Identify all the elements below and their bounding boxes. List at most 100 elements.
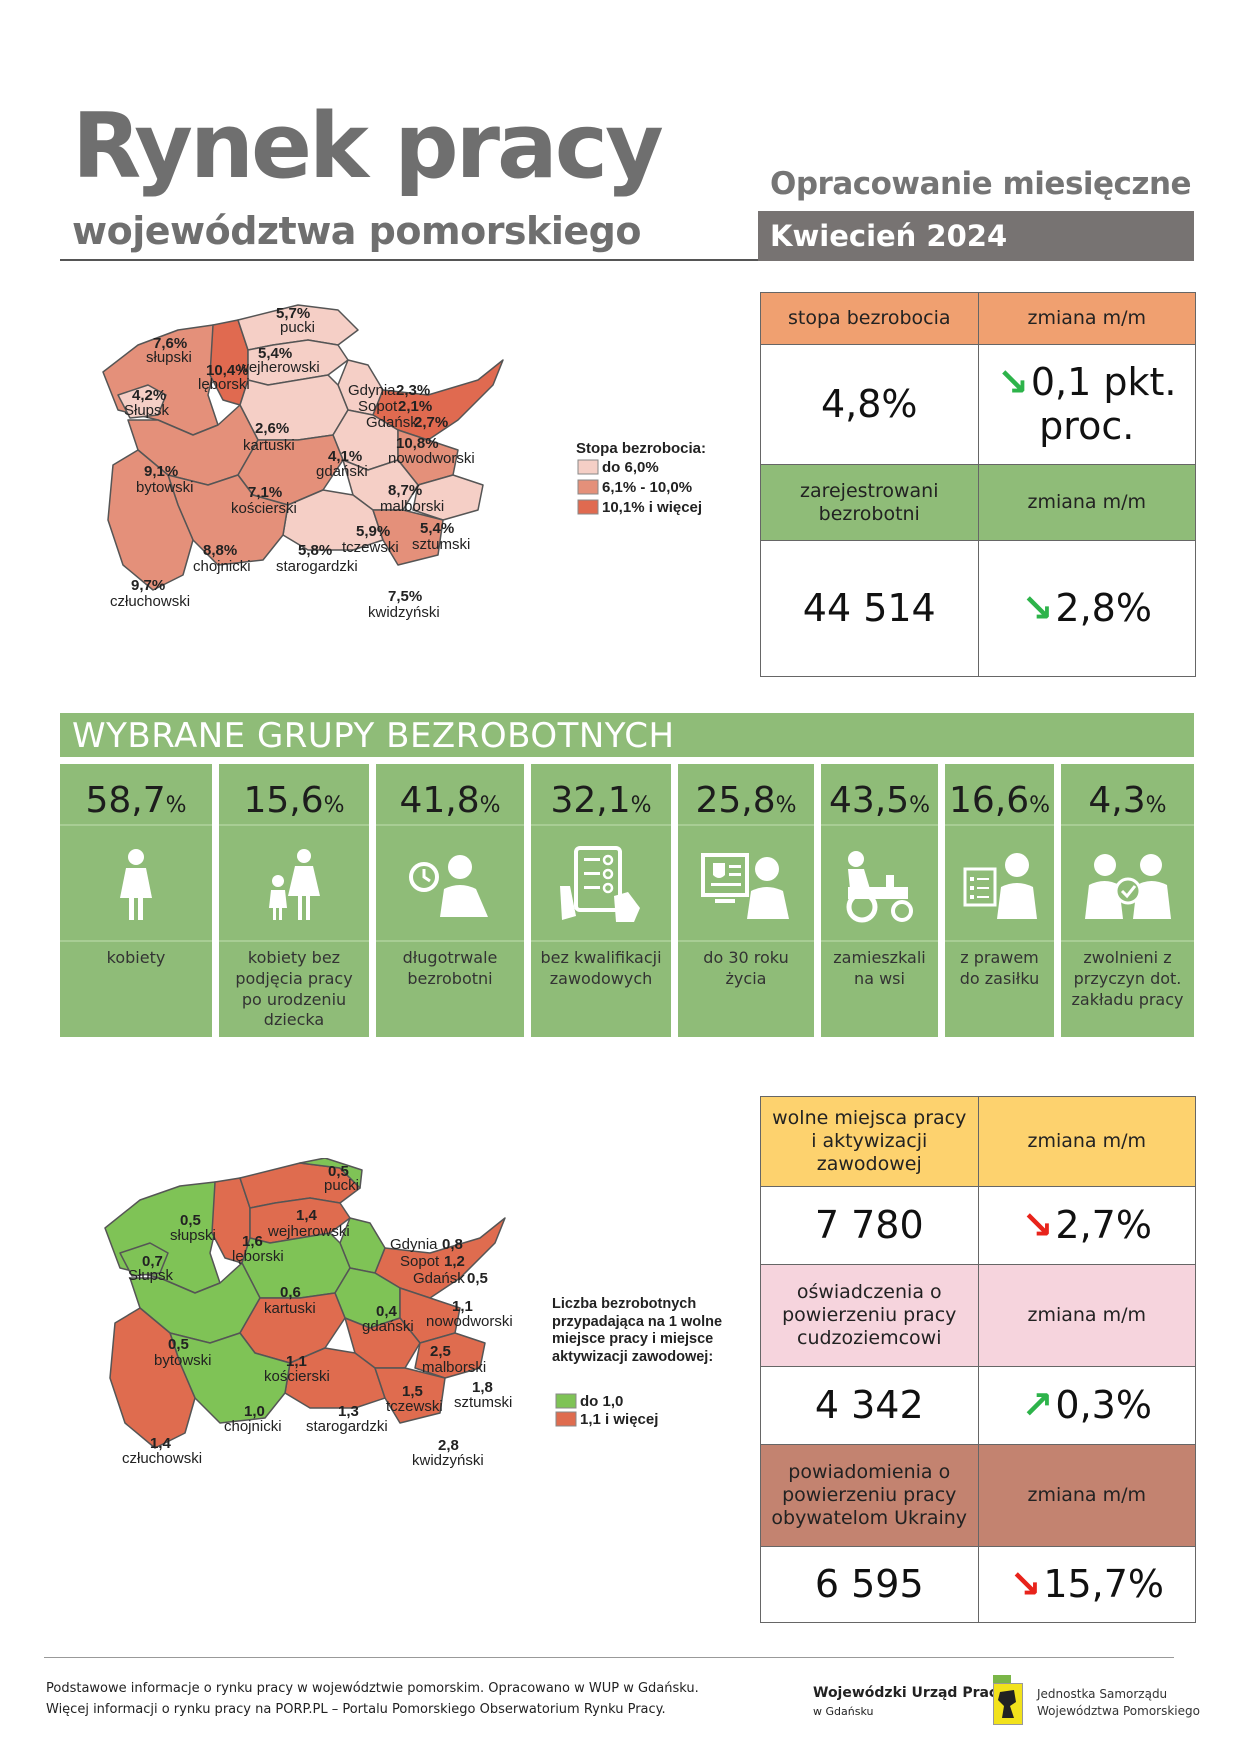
map2-tczewski-label: tczewski (386, 1398, 443, 1415)
group-label: bez kwalifikacji zawodowych (540, 948, 662, 988)
map1-pucki-value: 5,7% (276, 305, 310, 322)
map2-gdynia-value: 0,8 (442, 1236, 463, 1253)
registered-change-value: 2,8% (1055, 585, 1152, 630)
map2-czluchowski-value: 1,4 (150, 1435, 172, 1452)
map2-kwidzynski-value: 2,8 (438, 1437, 459, 1454)
vacancies-value: 7 780 (760, 1186, 979, 1265)
map2-slupsk-label: Słupsk (128, 1267, 174, 1284)
registered-change-header: zmiana m/m (977, 464, 1196, 541)
footer-info: Podstawowe informacje o rynku pracy w wo… (46, 1679, 699, 1721)
map2-starogardzki-label: starogardzki (306, 1418, 388, 1435)
group-card-dismissed: 4,3% zwolnieni z przyczyn dot. zakładu p… (1061, 764, 1194, 1037)
map1-bytowski-value: 9,1% (144, 463, 178, 480)
map1-sztumski-value: 5,4% (420, 520, 454, 537)
registered-change: ↘2,8% (977, 540, 1196, 677)
map1-nowodworski-label: nowodworski (388, 450, 475, 467)
declarations-header: oświadczenia o powierzeniu pracy cudzozi… (760, 1264, 979, 1367)
group-card-rural: 43,5% zamieszkali na wsi (821, 764, 938, 1037)
mother-child-icon (219, 838, 369, 934)
unemployment-rate-header: stopa bezrobocia (760, 292, 979, 345)
unemployment-table: stopa bezrobocia zmiana m/m 4,8% ↘0,1 pk… (760, 292, 1196, 677)
map2-bytowski-value: 0,5 (168, 1336, 189, 1353)
map2-sopot-label: Sopot (400, 1253, 440, 1270)
footer-line-1: Podstawowe informacje o rynku pracy w wo… (46, 1681, 699, 1696)
group-label: do 30 roku życia (703, 948, 789, 988)
group-label: z prawem do zasiłku (959, 948, 1040, 988)
map2-tczewski-value: 1,5 (402, 1383, 423, 1400)
map2-slupsk-value: 0,7 (142, 1253, 163, 1270)
vacancies-ratio-map: 0,5 pucki 1,4 wejherowski 0,5 słupski 1,… (104, 1158, 723, 1469)
map1-legend-item-2: 6,1% - 10,0% (602, 479, 692, 496)
dismissal-icon (1061, 838, 1194, 934)
jsw-logo: Jednostka Samorządu Województwa Pomorski… (1037, 1686, 1200, 1721)
map2-kartuski-value: 0,6 (280, 1284, 301, 1301)
map1-legend-item-3: 10,1% i więcej (602, 499, 702, 516)
report-type: Opracowanie miesięczne (770, 166, 1192, 202)
map2-sopot-value: 1,2 (444, 1253, 465, 1270)
map2-malborski-label: malborski (422, 1359, 486, 1376)
map2-starogardzki-value: 1,3 (338, 1403, 359, 1420)
map2-nowodworski-value: 1,1 (452, 1298, 473, 1315)
declarations-value: 4 342 (760, 1366, 979, 1445)
region-slupsk (119, 1242, 169, 1277)
region-sztumski (412, 474, 484, 521)
map2-bytowski-label: bytowski (154, 1352, 212, 1369)
checklist-hand-icon (531, 838, 671, 934)
map1-legend-title: Stopa bezrobocia: (576, 440, 706, 457)
region-sztumski (414, 1332, 486, 1379)
map1-chojnicki-label: chojnicki (193, 558, 251, 575)
page-title: Rynek pracy (72, 94, 664, 199)
unemployment-rate-map: 5,7% pucki 5,4% wejherowski 7,6% słupski… (102, 304, 706, 621)
notifications-value: 6 595 (760, 1546, 979, 1623)
map1-slupski-label: słupski (146, 349, 192, 366)
map2-nowodworski-label: nowodworski (426, 1313, 513, 1330)
map1-czluchowski-value: 9,7% (131, 577, 165, 594)
griffin-crest-icon (993, 1683, 1023, 1725)
map2-legend-title: Liczba bezrobotnych przypadająca na 1 wo… (552, 1296, 723, 1366)
map2-gdanski-value: 0,4 (376, 1303, 398, 1320)
map2-gdanski-label: gdański (362, 1318, 414, 1335)
map1-slupski-value: 7,6% (153, 335, 187, 352)
map1-gdynia-label: Gdynia (348, 382, 396, 399)
group-card-benefit: 16,6% z prawem do zasiłku (945, 764, 1054, 1037)
declarations-change: ↗0,3% (977, 1366, 1196, 1445)
unemployment-rate-change-header: zmiana m/m (977, 292, 1196, 345)
crest-flag-icon (993, 1675, 1011, 1683)
map1-wejherowski-value: 5,4% (258, 345, 292, 362)
map2-gdansk-label: Gdańsk (413, 1270, 465, 1287)
wup-logo: Wojewódzki Urząd Pracy w Gdańsku (813, 1684, 1006, 1720)
map2-slupski-label: słupski (170, 1227, 216, 1244)
clock-person-icon (376, 838, 524, 934)
map1-gdanski-label: gdański (316, 463, 368, 480)
group-value: 32,1% (550, 780, 652, 821)
map1-sztumski-label: sztumski (412, 536, 470, 553)
declarations-change-value: 0,3% (1055, 1382, 1152, 1427)
group-value: 4,3% (1088, 780, 1167, 821)
group-card-under-30: 25,8% do 30 roku życia (678, 764, 814, 1037)
vacancies-change-value: 2,7% (1055, 1202, 1152, 1247)
group-label: kobiety (106, 948, 166, 967)
map2-gdansk-value: 0,5 (467, 1270, 488, 1287)
map1-gdanski-value: 4,1% (328, 448, 362, 465)
unemployment-rate-change: ↘0,1 pkt. proc. (977, 344, 1196, 465)
group-label: kobiety bez podjęcia pracy po urodzeniu … (235, 948, 353, 1030)
map2-koscierski-value: 1,1 (286, 1353, 307, 1370)
map1-malborski-value: 8,7% (388, 482, 422, 499)
map1-malborski-label: malborski (380, 498, 444, 515)
map2-wejherowski-label: wejherowski (267, 1223, 350, 1240)
region-czluchowski (109, 1307, 196, 1449)
map2-koscierski-label: kościerski (264, 1368, 330, 1385)
unemployment-rate-change-value: 0,1 pkt. proc. (1030, 359, 1177, 448)
map2-legend-item-1: do 1,0 (580, 1393, 623, 1410)
map2-czluchowski-label: człuchowski (122, 1450, 202, 1467)
map1-wejherowski-label: wejherowski (237, 359, 320, 376)
unemployment-rate-value: 4,8% (760, 344, 979, 465)
vacancies-change-header: zmiana m/m (977, 1096, 1196, 1187)
group-card-long-term: 41,8% długotrwale bezrobotni (376, 764, 524, 1037)
map2-kwidzynski-label: kwidzyński (412, 1452, 484, 1469)
footer-line-2: Więcej informacji o rynku pracy na PORP.… (46, 1701, 666, 1717)
map1-tczewski-label: tczewski (342, 539, 399, 556)
arrow-down-green-icon: ↘ (997, 359, 1029, 404)
notifications-change-header: zmiana m/m (977, 1444, 1196, 1547)
group-value: 15,6% (243, 780, 345, 821)
